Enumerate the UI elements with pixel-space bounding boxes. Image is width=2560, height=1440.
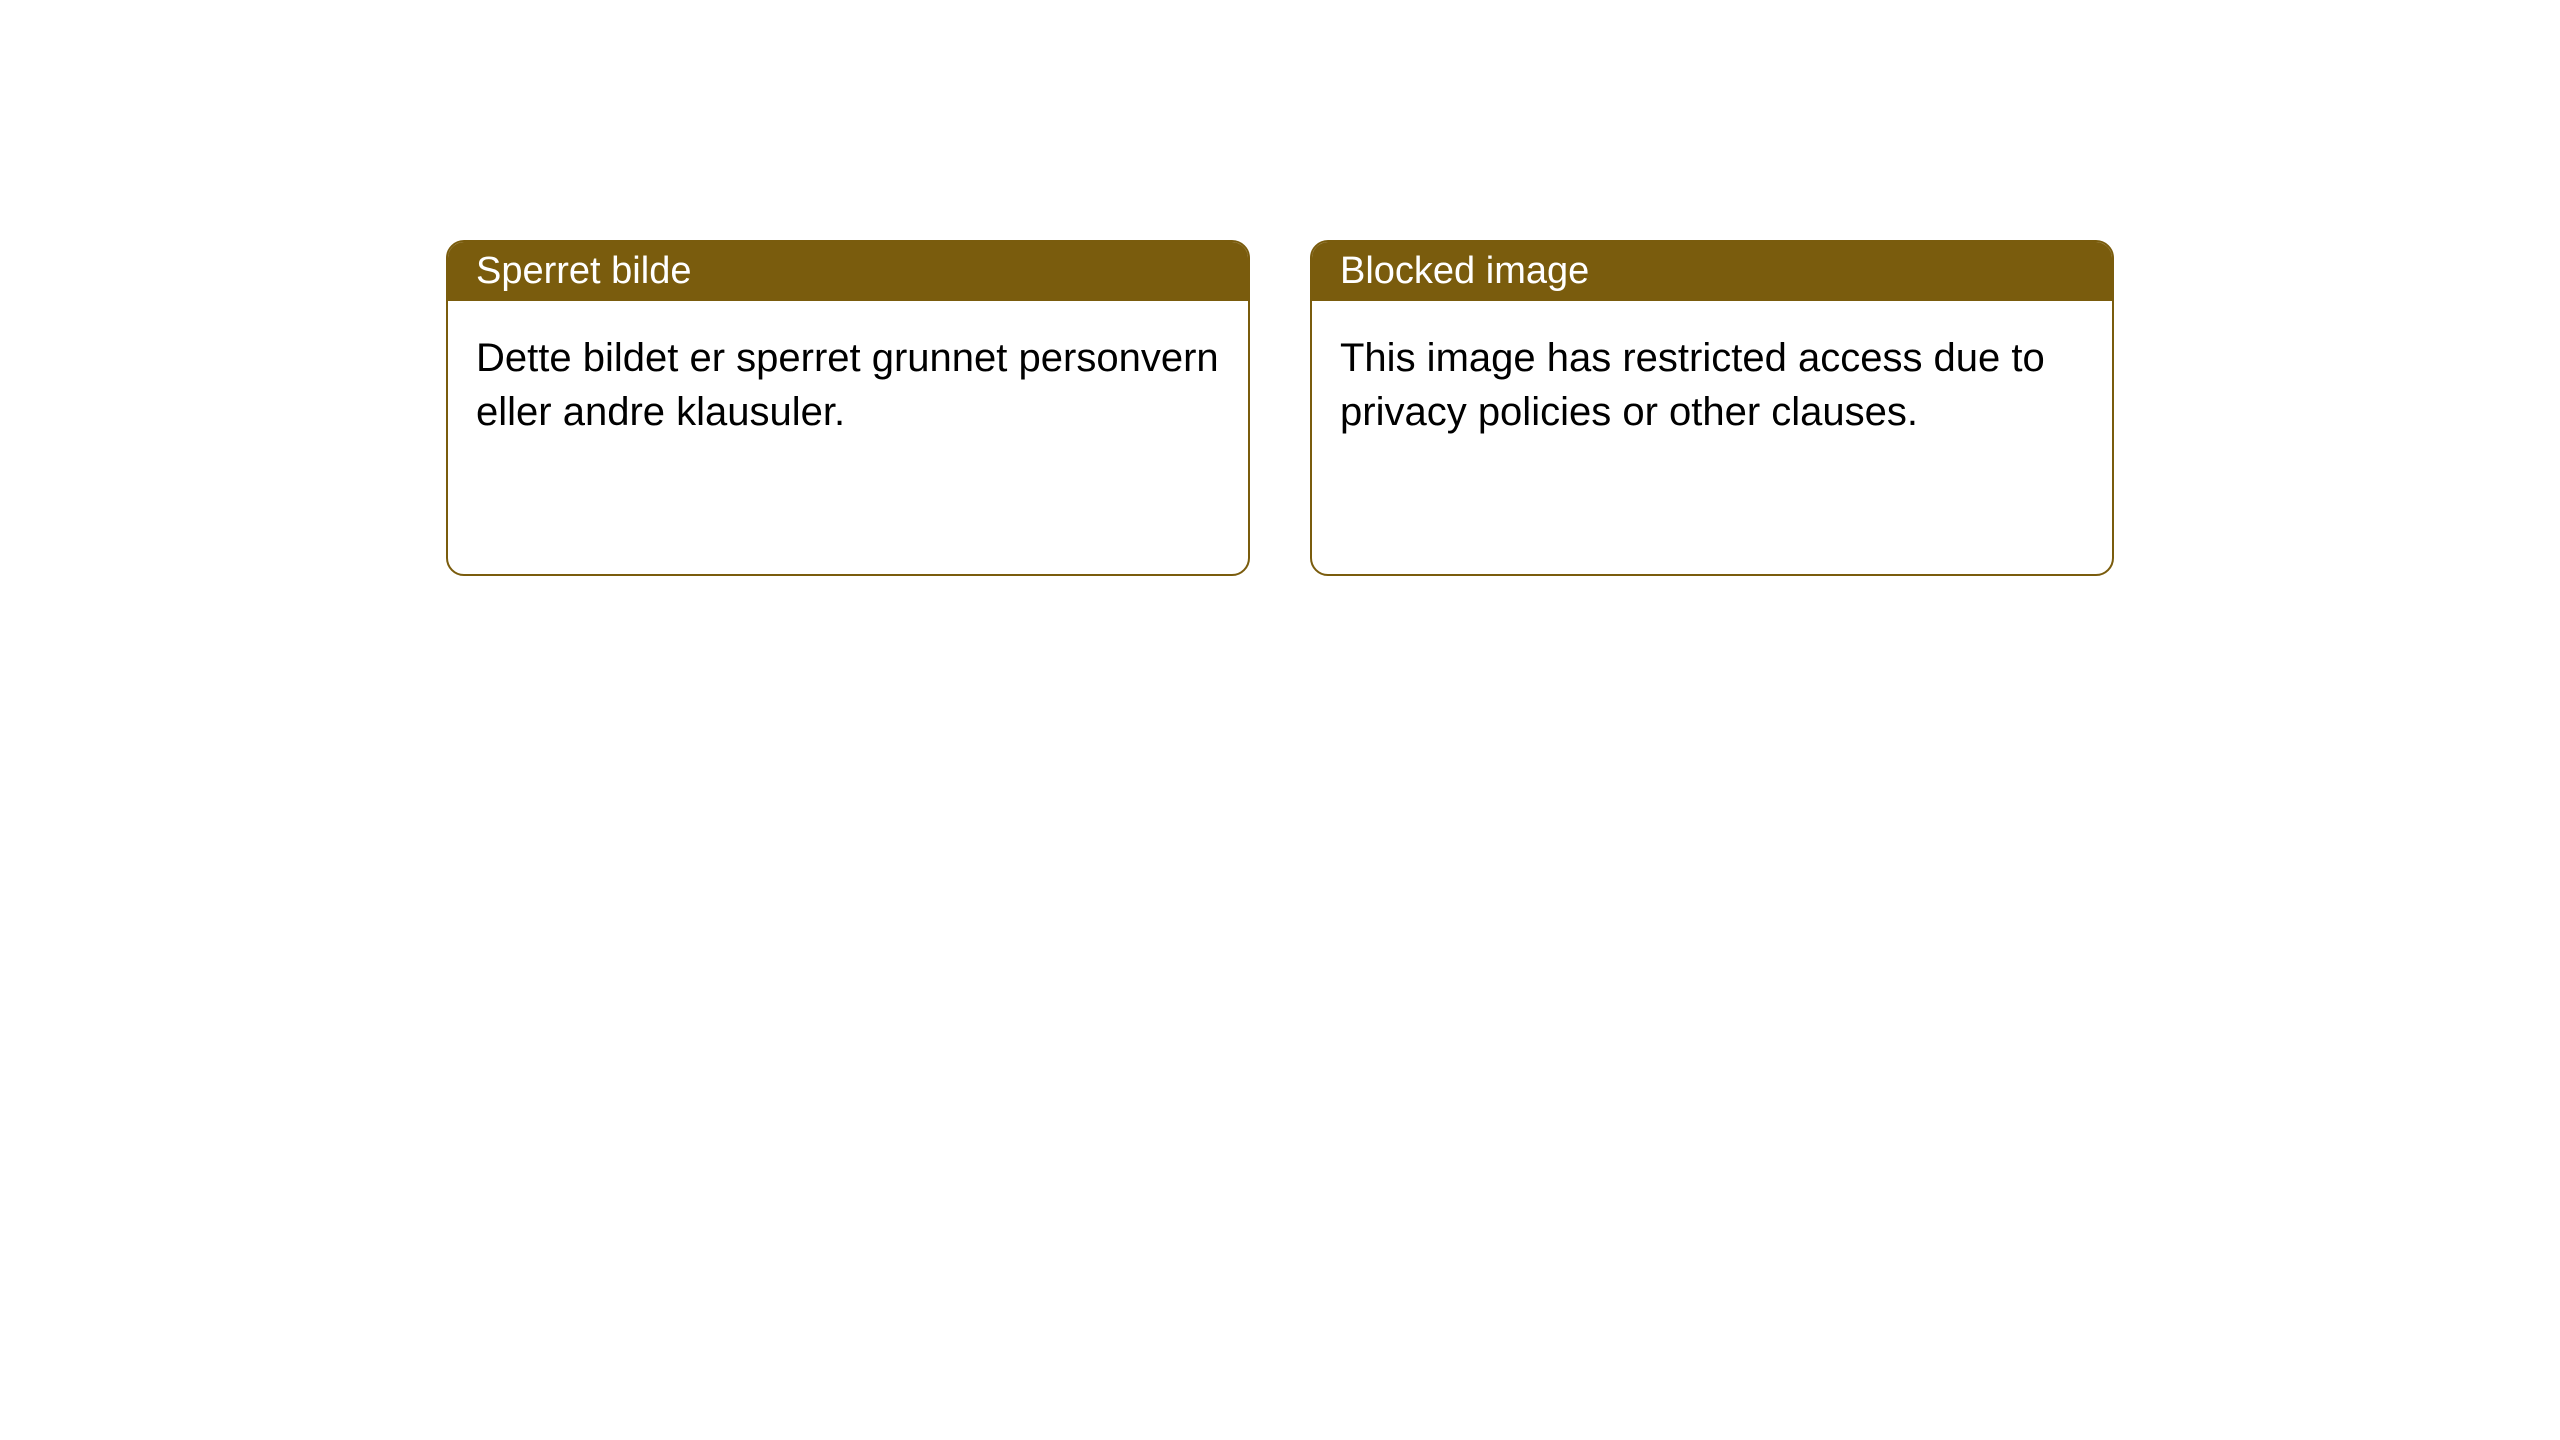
card-body-text: Dette bildet er sperret grunnet personve… <box>476 336 1219 434</box>
blocked-card-norwegian: Sperret bilde Dette bildet er sperret gr… <box>446 240 1250 576</box>
card-title: Sperret bilde <box>476 250 691 292</box>
card-header: Sperret bilde <box>448 242 1248 301</box>
card-body: Dette bildet er sperret grunnet personve… <box>448 301 1248 469</box>
card-title: Blocked image <box>1340 250 1589 292</box>
blocked-image-notices: Sperret bilde Dette bildet er sperret gr… <box>446 240 2114 576</box>
blocked-card-english: Blocked image This image has restricted … <box>1310 240 2114 576</box>
card-header: Blocked image <box>1312 242 2112 301</box>
card-body-text: This image has restricted access due to … <box>1340 336 2045 434</box>
card-body: This image has restricted access due to … <box>1312 301 2112 469</box>
